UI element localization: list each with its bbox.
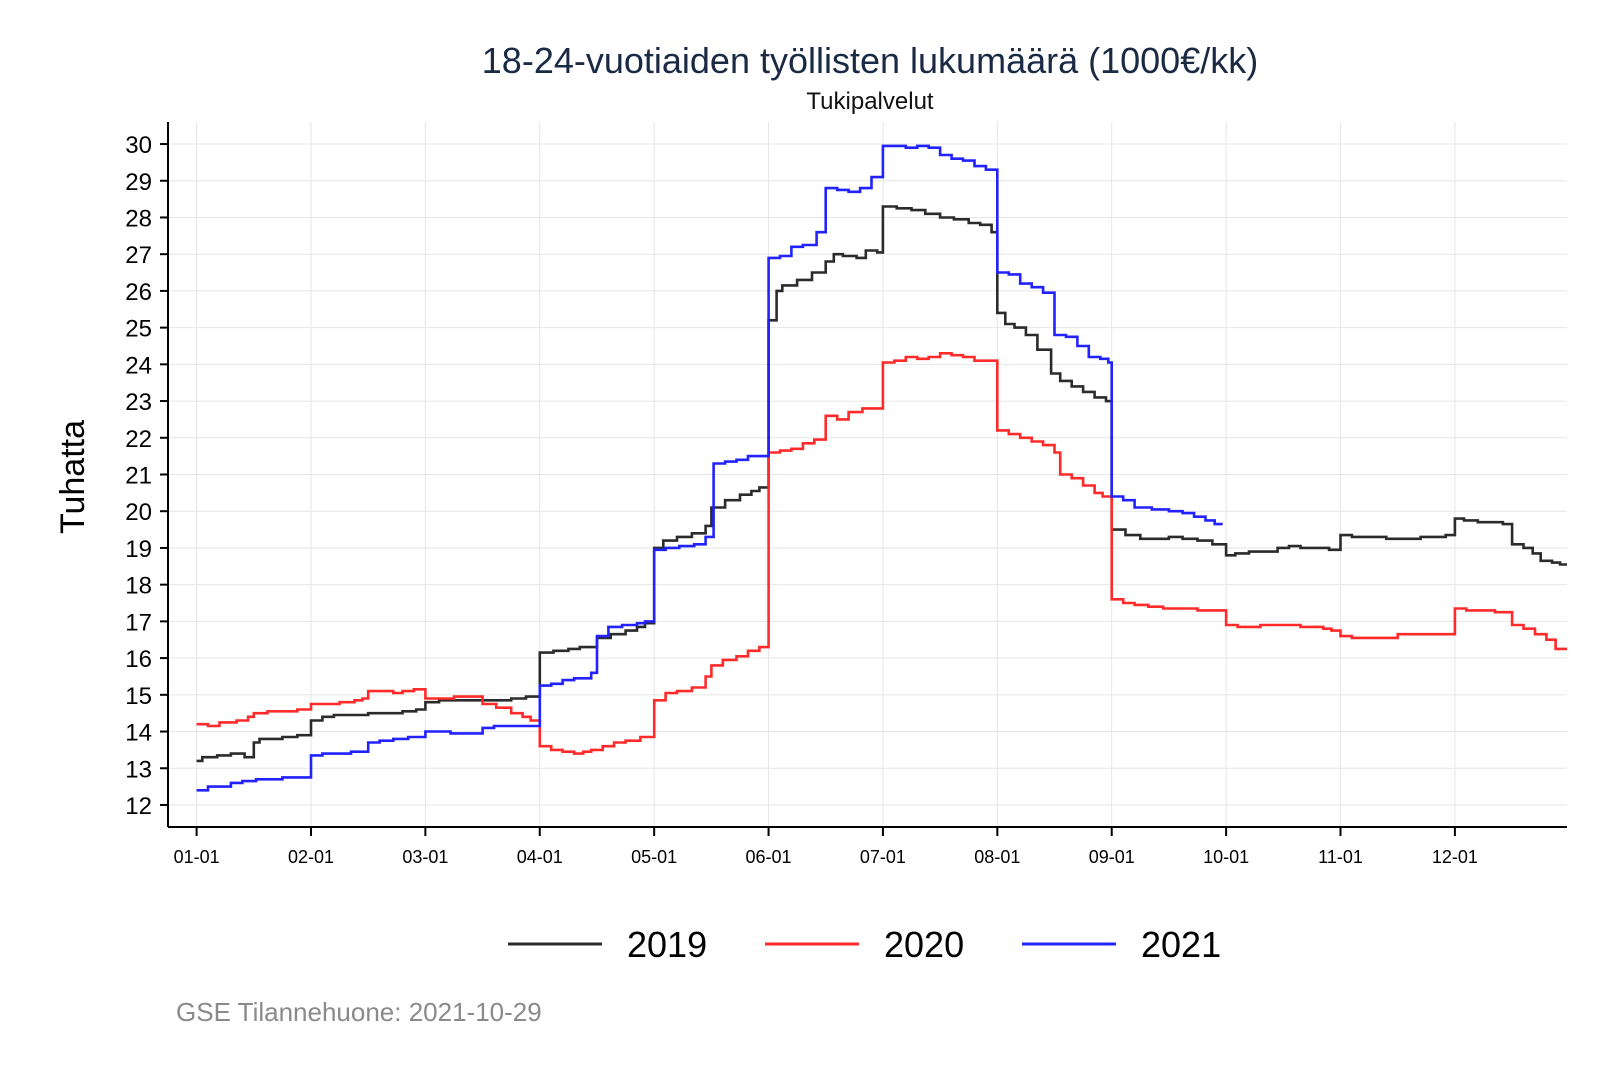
y-tick-label-23: 23 xyxy=(125,389,152,416)
y-tick-label-28: 28 xyxy=(125,205,152,232)
series-line-2020 xyxy=(196,352,1567,755)
x-tick-label-10-01: 10-01 xyxy=(1203,847,1249,867)
grid xyxy=(168,122,1567,827)
y-tick-label-25: 25 xyxy=(125,316,152,343)
y-tick-label-22: 22 xyxy=(125,426,152,453)
legend-item-2021: 2021 xyxy=(1022,924,1221,965)
legend-label-2021: 2021 xyxy=(1141,924,1221,965)
y-tick-label-14: 14 xyxy=(125,720,152,747)
y-axis-label: Tuhatta xyxy=(54,420,92,534)
legend-item-2019: 2019 xyxy=(508,924,707,965)
series-line-2021 xyxy=(196,144,1223,792)
series-line-2019 xyxy=(196,205,1567,763)
source-caption: GSE Tilannehuone: 2021-10-29 xyxy=(176,997,542,1027)
x-tick-label-11-01: 11-01 xyxy=(1318,847,1363,867)
y-tick-label-16: 16 xyxy=(125,646,152,673)
series xyxy=(196,144,1567,792)
y-tick-label-27: 27 xyxy=(125,242,152,269)
chart-subtitle: Tukipalvelut xyxy=(806,88,934,115)
x-tick-label-03-01: 03-01 xyxy=(402,847,448,867)
legend-label-2020: 2020 xyxy=(884,924,964,965)
y-tick-label-20: 20 xyxy=(125,499,152,526)
y-tick-label-17: 17 xyxy=(125,609,152,636)
x-tick-label-01-01: 01-01 xyxy=(174,847,220,867)
x-ticks: 01-01 02-01 03-01 04-01 05-01 06-01 07-01 08-01… xyxy=(174,827,1478,867)
y-tick-label-18: 18 xyxy=(125,573,152,600)
y-tick-label-12: 12 xyxy=(125,793,152,820)
y-tick-label-24: 24 xyxy=(125,352,152,379)
y-tick-label-15: 15 xyxy=(125,683,152,710)
x-tick-label-12-01: 12-01 xyxy=(1432,847,1478,867)
x-tick-label-07-01: 07-01 xyxy=(860,847,906,867)
x-tick-label-04-01: 04-01 xyxy=(517,847,563,867)
x-tick-label-09-01: 09-01 xyxy=(1089,847,1135,867)
y-tick-label-19: 19 xyxy=(125,536,152,563)
x-tick-label-05-01: 05-01 xyxy=(631,847,677,867)
y-tick-label-26: 26 xyxy=(125,279,152,306)
y-ticks: 12 13 14 15 16 17 18 19 20 21 22 23 24 25 26 27 28 29 30 xyxy=(125,132,168,820)
y-tick-label-21: 21 xyxy=(125,463,152,490)
x-tick-label-02-01: 02-01 xyxy=(288,847,334,867)
legend: 2019 2020 2021 xyxy=(508,924,1221,965)
legend-label-2019: 2019 xyxy=(627,924,707,965)
chart-title: 18-24-vuotiaiden työllisten lukumäärä (1… xyxy=(482,40,1258,81)
legend-item-2020: 2020 xyxy=(765,924,964,965)
y-tick-label-29: 29 xyxy=(125,169,152,196)
x-tick-label-08-01: 08-01 xyxy=(974,847,1020,867)
x-tick-label-06-01: 06-01 xyxy=(746,847,792,867)
y-tick-label-13: 13 xyxy=(125,756,152,783)
y-tick-label-30: 30 xyxy=(125,132,152,159)
